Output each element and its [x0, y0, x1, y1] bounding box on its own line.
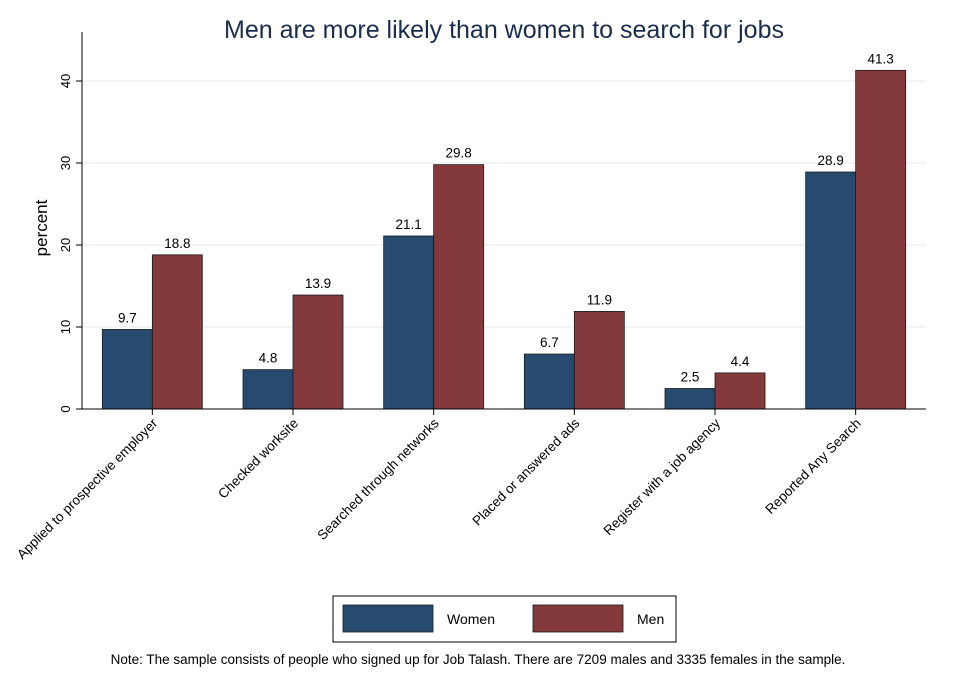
bar-men	[714, 372, 766, 410]
bar-men	[855, 69, 907, 410]
gridlines	[82, 80, 926, 328]
data-label: 13.9	[305, 276, 331, 291]
y-tick-label: 20	[58, 238, 73, 252]
x-tick-label: Placed or answered ads	[469, 415, 582, 528]
data-label: 6.7	[540, 335, 559, 350]
data-label: 2.5	[681, 370, 700, 385]
y-tick-label: 30	[58, 156, 73, 170]
x-axis: Applied to prospective employer Checked w…	[14, 408, 926, 562]
legend-swatch-women	[342, 604, 434, 633]
y-tick-label: 0	[58, 405, 73, 412]
bar-women	[523, 353, 575, 410]
x-tick-label: Searched through networks	[314, 415, 442, 543]
y-axis-label: percent	[32, 199, 51, 256]
bar-women	[383, 235, 435, 410]
bar-men	[151, 254, 203, 410]
chart-title: Men are more likely than women to search…	[224, 16, 784, 44]
chart-note: Note: The sample consists of people who …	[110, 652, 846, 667]
data-label: 41.3	[868, 51, 894, 66]
y-tick-label: 40	[58, 74, 73, 88]
data-label: 9.7	[118, 310, 137, 325]
y-tick-label: 10	[58, 320, 73, 334]
x-tick-label: Reported Any Search	[762, 416, 863, 517]
x-tick-label: Checked worksite	[215, 416, 301, 502]
y-axis: 0 10 20 30 40	[58, 32, 83, 413]
data-label: 18.8	[164, 236, 190, 251]
bars	[101, 69, 907, 410]
data-label: 4.4	[731, 354, 750, 369]
data-label: 11.9	[587, 292, 612, 307]
bar-women	[664, 388, 716, 410]
data-label: 28.9	[818, 153, 844, 168]
bar-women	[242, 369, 294, 410]
x-tick-label: Register with a job agency	[601, 415, 724, 538]
bar-men	[433, 164, 485, 410]
legend-swatch-men	[532, 604, 624, 633]
legend-label-men: Men	[637, 611, 664, 627]
legend-label-women: Women	[447, 611, 495, 627]
x-tick-label: Applied to prospective employer	[14, 415, 161, 562]
bar-men	[573, 311, 625, 410]
data-labels: 9.7 18.8 4.8 13.9 21.1 29.8 6.7 11.9 2.5 4.4 28.9 4…	[118, 51, 894, 384]
legend: Women Men	[332, 595, 677, 643]
data-label: 29.8	[446, 146, 472, 161]
bar-women	[805, 171, 857, 410]
data-label: 4.8	[259, 351, 278, 366]
bar-men	[292, 294, 344, 410]
bar-women	[101, 329, 153, 410]
data-label: 21.1	[396, 217, 422, 232]
